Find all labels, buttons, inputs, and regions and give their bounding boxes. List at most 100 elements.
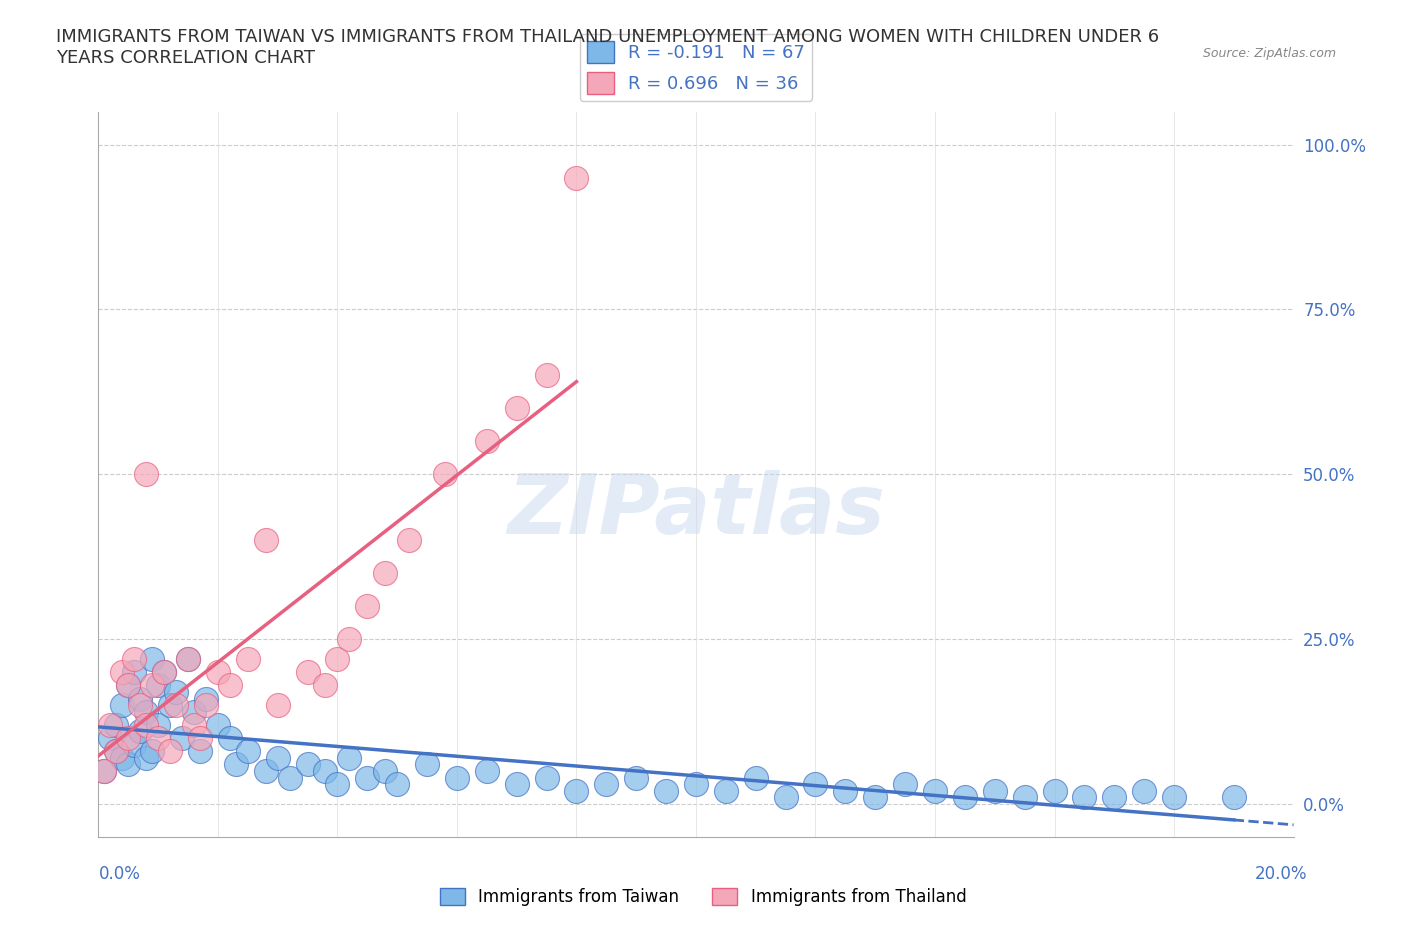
Point — [117, 678, 139, 693]
Text: IMMIGRANTS FROM TAIWAN VS IMMIGRANTS FROM THAILAND UNEMPLOYMENT AMONG WOMEN WITH: IMMIGRANTS FROM TAIWAN VS IMMIGRANTS FRO… — [56, 28, 1160, 67]
Point — [297, 665, 319, 680]
Point — [105, 717, 128, 732]
Point — [834, 783, 856, 798]
Point — [475, 764, 498, 778]
Point — [236, 744, 259, 759]
Point — [207, 717, 229, 732]
Point — [236, 652, 259, 667]
Point — [434, 467, 457, 482]
Point — [111, 751, 134, 765]
Point — [356, 599, 378, 614]
Point — [129, 698, 152, 712]
Point — [177, 652, 200, 667]
Point — [775, 790, 797, 804]
Point — [984, 783, 1007, 798]
Point — [98, 717, 122, 732]
Point — [565, 170, 588, 185]
Point — [111, 698, 134, 712]
Point — [159, 744, 181, 759]
Point — [159, 698, 181, 712]
Point — [111, 665, 134, 680]
Point — [536, 770, 558, 785]
Point — [398, 533, 420, 548]
Point — [326, 652, 349, 667]
Point — [267, 698, 290, 712]
Legend: Immigrants from Taiwan, Immigrants from Thailand: Immigrants from Taiwan, Immigrants from … — [433, 881, 973, 912]
Point — [894, 777, 917, 791]
Text: ZIPatlas: ZIPatlas — [508, 470, 884, 551]
Point — [219, 731, 242, 746]
Point — [536, 368, 558, 383]
Point — [117, 678, 139, 693]
Point — [1014, 790, 1036, 804]
Point — [148, 731, 170, 746]
Point — [225, 757, 247, 772]
Point — [124, 652, 146, 667]
Point — [177, 652, 200, 667]
Point — [446, 770, 468, 785]
Point — [188, 731, 211, 746]
Point — [141, 678, 163, 693]
Point — [374, 565, 396, 580]
Point — [117, 731, 139, 746]
Point — [148, 717, 170, 732]
Point — [326, 777, 349, 791]
Point — [254, 533, 277, 548]
Point — [278, 770, 301, 785]
Point — [655, 783, 678, 798]
Point — [98, 731, 122, 746]
Point — [865, 790, 887, 804]
Point — [129, 724, 152, 739]
Point — [129, 691, 152, 706]
Point — [339, 631, 361, 646]
Point — [135, 751, 157, 765]
Point — [254, 764, 277, 778]
Point — [165, 684, 187, 699]
Point — [105, 744, 128, 759]
Point — [267, 751, 290, 765]
Point — [183, 717, 205, 732]
Point — [745, 770, 768, 785]
Point — [135, 717, 157, 732]
Point — [385, 777, 409, 791]
Point — [172, 731, 194, 746]
Point — [188, 744, 211, 759]
Point — [93, 764, 115, 778]
Point — [565, 783, 588, 798]
Point — [506, 401, 529, 416]
Point — [148, 678, 170, 693]
Point — [714, 783, 737, 798]
Point — [1104, 790, 1126, 804]
Point — [475, 434, 498, 449]
Point — [195, 698, 218, 712]
Point — [183, 704, 205, 719]
Point — [219, 678, 242, 693]
Point — [1223, 790, 1246, 804]
Point — [1043, 783, 1066, 798]
Point — [124, 665, 146, 680]
Text: 0.0%: 0.0% — [98, 865, 141, 883]
Point — [1073, 790, 1095, 804]
Point — [117, 757, 139, 772]
Point — [685, 777, 707, 791]
Point — [1163, 790, 1185, 804]
Point — [356, 770, 378, 785]
Point — [135, 704, 157, 719]
Text: Source: ZipAtlas.com: Source: ZipAtlas.com — [1202, 46, 1336, 60]
Point — [416, 757, 439, 772]
Point — [195, 691, 218, 706]
Point — [804, 777, 827, 791]
Text: 20.0%: 20.0% — [1256, 865, 1308, 883]
Point — [595, 777, 617, 791]
Point — [165, 698, 187, 712]
Point — [315, 764, 337, 778]
Point — [924, 783, 946, 798]
Point — [297, 757, 319, 772]
Point — [374, 764, 396, 778]
Point — [339, 751, 361, 765]
Legend: R = -0.191   N = 67, R = 0.696   N = 36: R = -0.191 N = 67, R = 0.696 N = 36 — [579, 33, 813, 101]
Point — [207, 665, 229, 680]
Point — [506, 777, 529, 791]
Point — [953, 790, 976, 804]
Point — [153, 665, 176, 680]
